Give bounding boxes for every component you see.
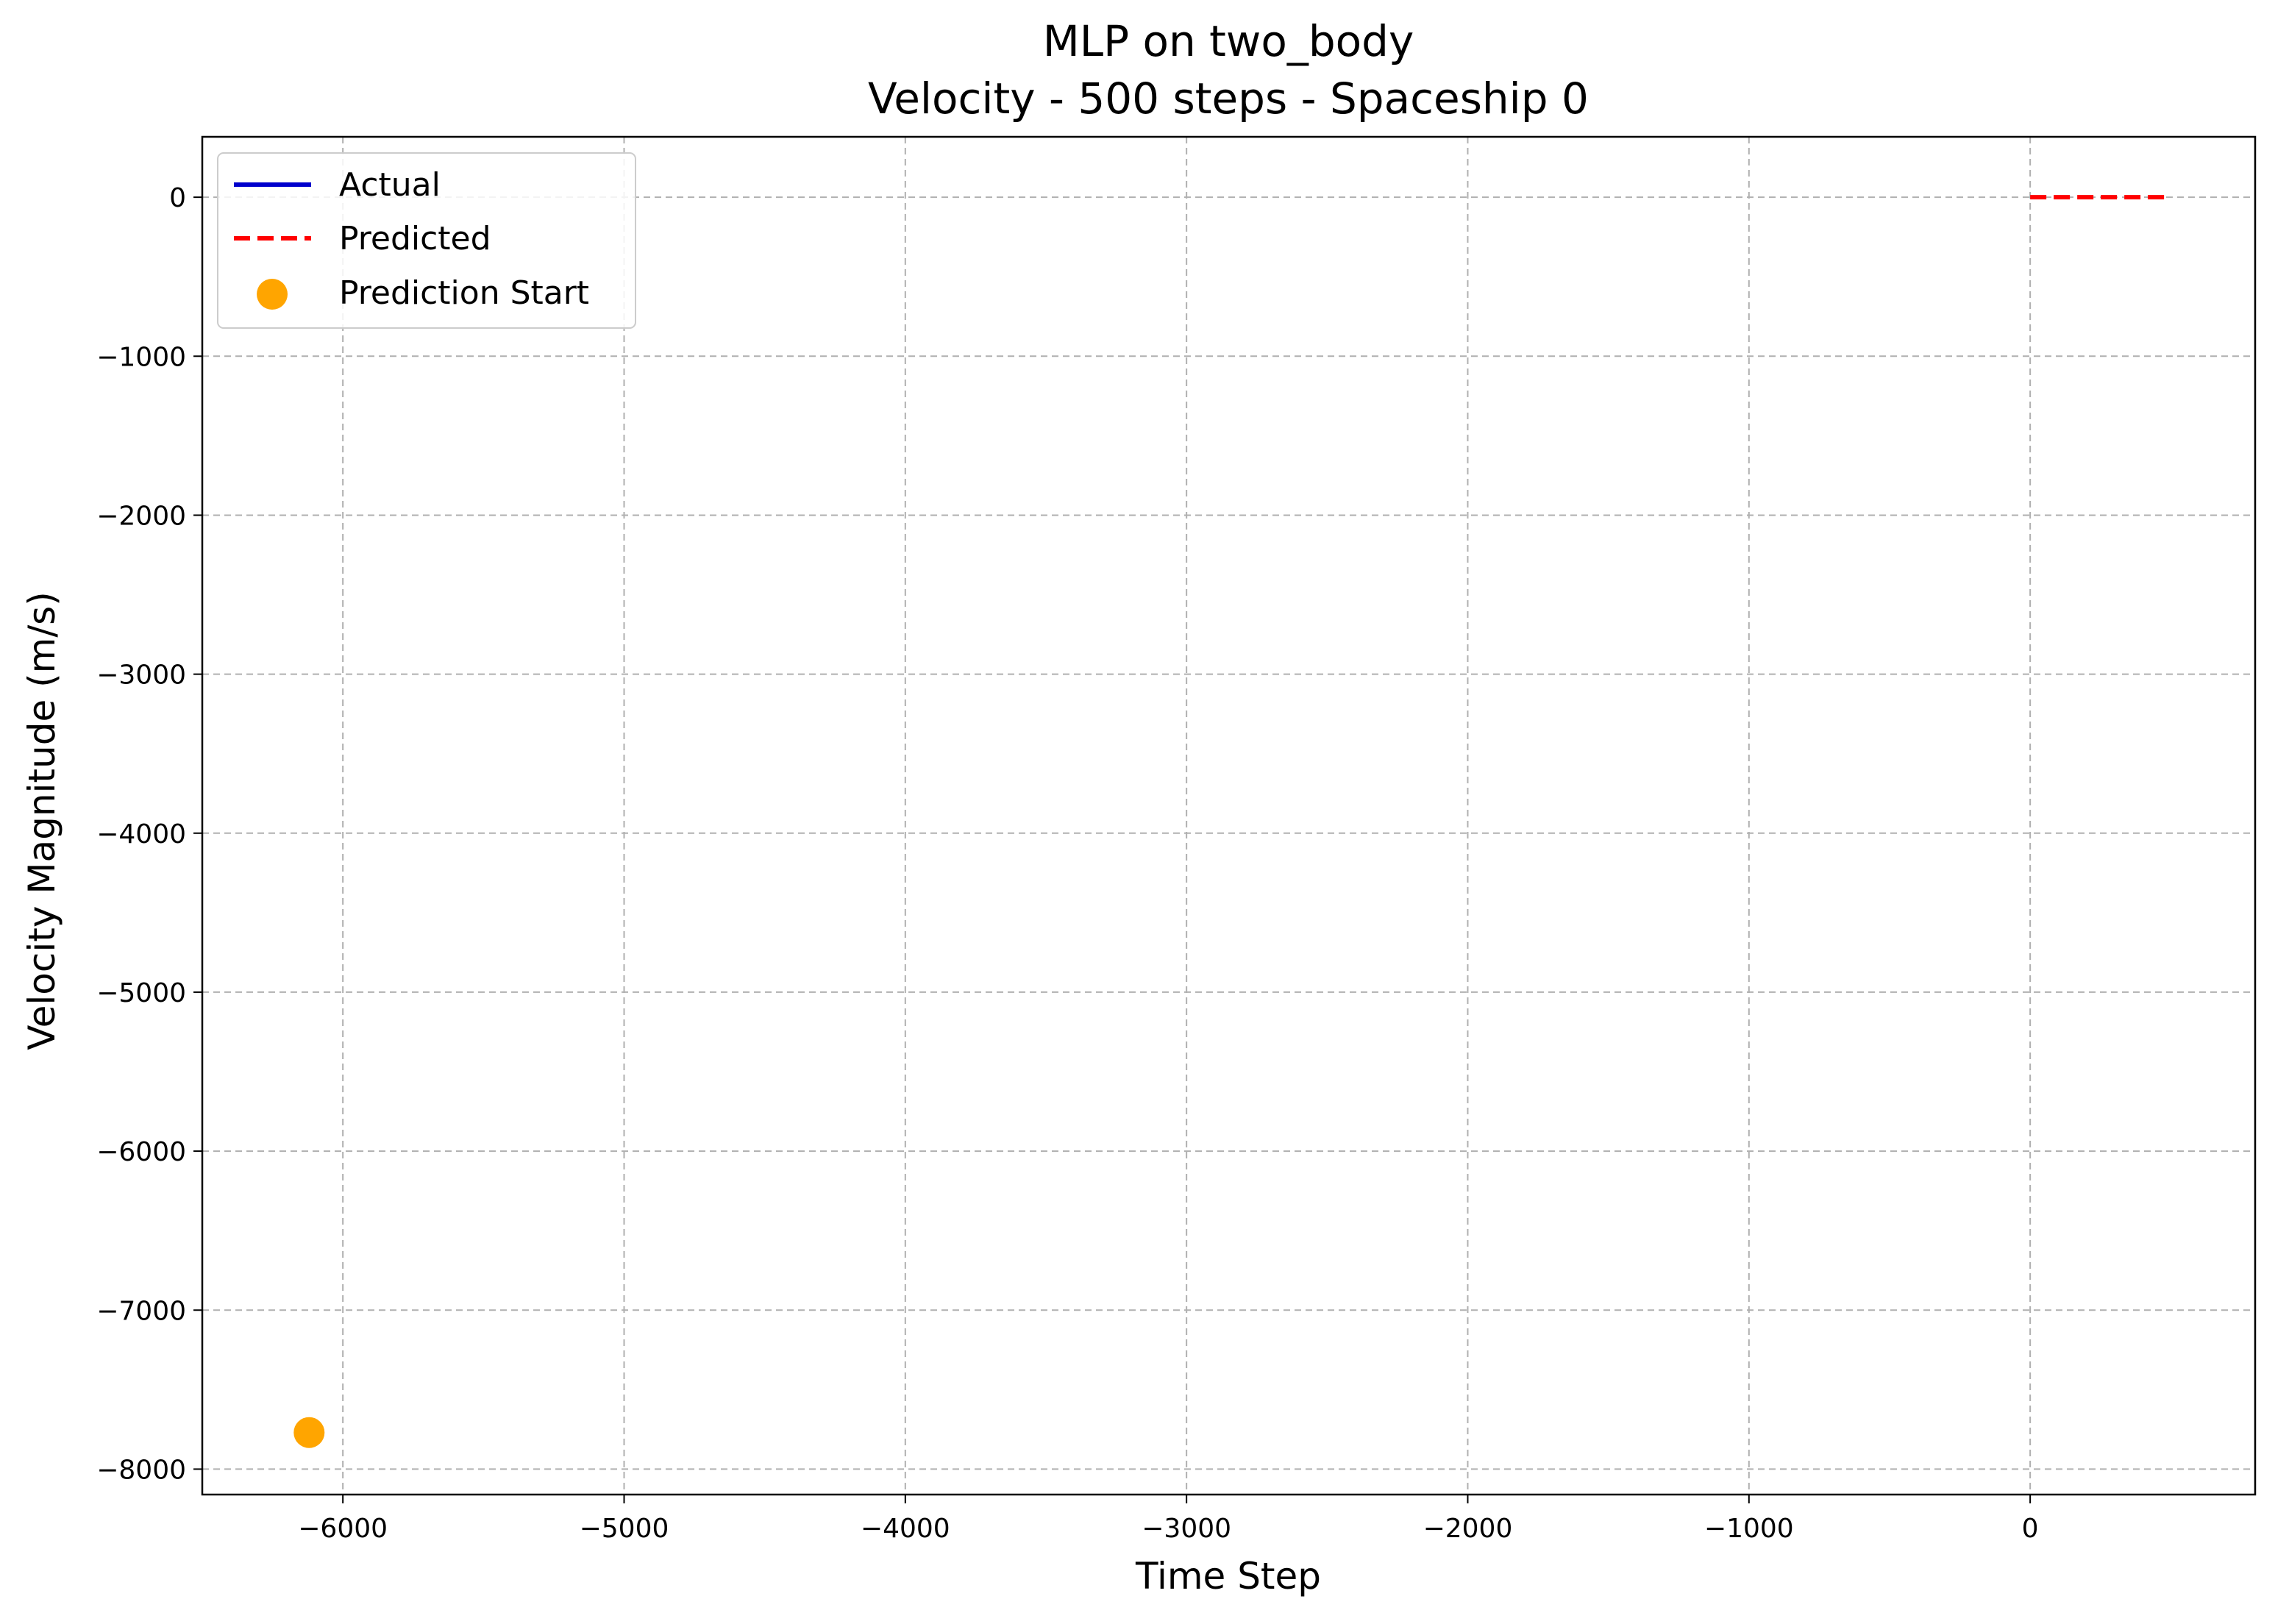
x-tick-label: −4000 xyxy=(861,1514,950,1544)
legend-label-actual: Actual xyxy=(339,166,441,204)
y-tick-label: −4000 xyxy=(96,819,186,850)
chart-title: MLP on two_body xyxy=(1043,16,1414,66)
x-tick-label: −5000 xyxy=(580,1514,669,1544)
x-axis: −6000 −5000 −4000 −3000 −2000 −1000 0 xyxy=(298,1495,2039,1544)
y-tick-label: −1000 xyxy=(96,342,186,372)
x-tick-label: −1000 xyxy=(1704,1514,1794,1544)
y-axis: 0 −1000 −2000 −3000 −4000 −5000 −6000 −7000 −800… xyxy=(96,183,202,1485)
x-tick-label: 0 xyxy=(2022,1514,2039,1544)
y-tick-label: 0 xyxy=(169,183,186,213)
y-tick-label: −2000 xyxy=(96,501,186,531)
y-tick-label: −7000 xyxy=(96,1296,186,1326)
y-tick-label: −8000 xyxy=(96,1455,186,1485)
x-tick-label: −6000 xyxy=(298,1514,388,1544)
prediction-start-point xyxy=(293,1417,325,1448)
x-tick-label: −2000 xyxy=(1423,1514,1513,1544)
x-tick-label: −3000 xyxy=(1142,1514,1231,1544)
legend-label-predicted: Predicted xyxy=(339,220,491,257)
y-tick-label: −3000 xyxy=(96,660,186,691)
legend-label-prediction-start: Prediction Start xyxy=(339,274,589,312)
plot-frame xyxy=(201,135,2257,1496)
legend-swatch-prediction-start xyxy=(257,279,288,310)
legend-box xyxy=(217,152,636,329)
y-axis-label: Velocity Magnitude (m/s) xyxy=(21,591,63,1050)
legend: Actual Predicted Prediction Start xyxy=(217,152,636,329)
chart-subtitle: Velocity - 500 steps - Spaceship 0 xyxy=(868,74,1589,124)
x-axis-label: Time Step xyxy=(1135,1555,1321,1598)
y-tick-label: −6000 xyxy=(96,1137,186,1167)
series-layer xyxy=(293,195,2171,1448)
y-tick-label: −5000 xyxy=(96,978,186,1008)
